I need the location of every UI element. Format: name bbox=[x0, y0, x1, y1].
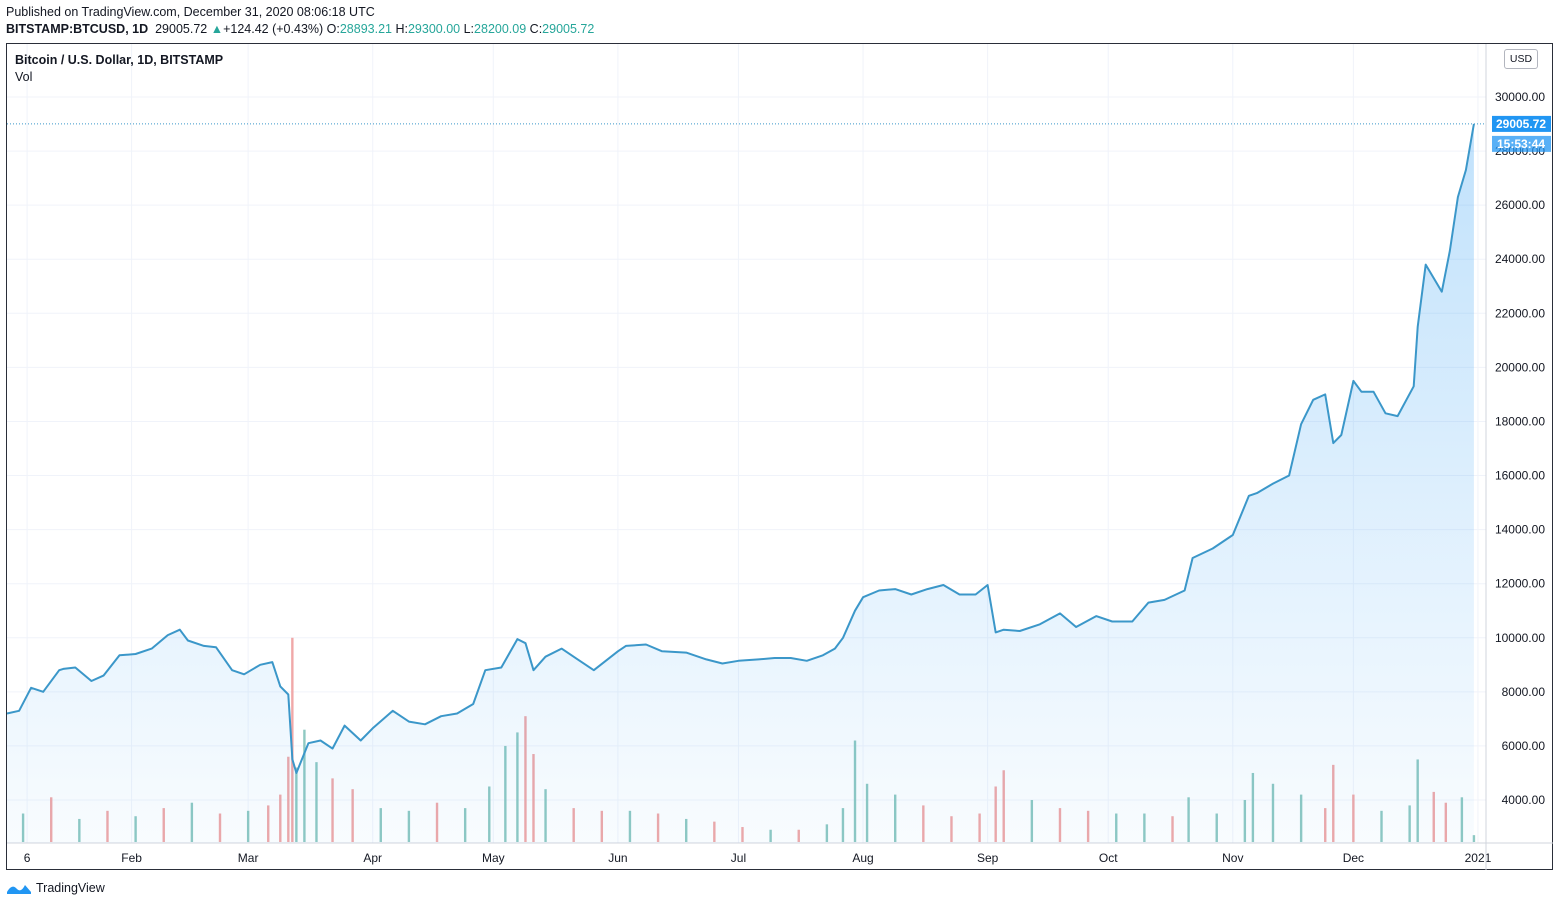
close-label: C: bbox=[529, 22, 543, 36]
volume-bar bbox=[1472, 835, 1476, 842]
countdown-badge bbox=[1492, 135, 1551, 152]
footer-brand-label: TradingView bbox=[36, 881, 105, 895]
price-line[interactable] bbox=[6, 123, 1475, 774]
low-value: 28200.09 bbox=[474, 22, 527, 36]
y-tick-label: 18000.00 bbox=[1495, 414, 1545, 428]
y-tick-label: 16000.00 bbox=[1495, 469, 1545, 483]
last-price-badge bbox=[1492, 115, 1551, 132]
open-value: 28893.21 bbox=[339, 22, 392, 36]
y-tick-label: 24000.00 bbox=[1495, 252, 1545, 266]
price-area bbox=[7, 123, 1474, 843]
symbol-label: BITSTAMP:BTCUSD, 1D bbox=[6, 22, 149, 36]
y-tick-label: 30000.00 bbox=[1495, 90, 1545, 104]
chart-frame bbox=[6, 43, 1553, 870]
y-tick-label: 20000.00 bbox=[1495, 360, 1545, 374]
footer-brand[interactable]: TradingView bbox=[6, 880, 105, 896]
x-tick-label: Apr bbox=[363, 851, 382, 865]
countdown-badge-label: 15:53:44 bbox=[1497, 137, 1545, 151]
y-tick-label: 12000.00 bbox=[1495, 577, 1545, 591]
y-tick-label: 8000.00 bbox=[1502, 685, 1546, 699]
y-tick-label: 4000.00 bbox=[1502, 793, 1546, 807]
x-tick-label: May bbox=[482, 851, 505, 865]
x-tick-label: 2021 bbox=[1465, 851, 1492, 865]
x-tick-label: Jun bbox=[608, 851, 627, 865]
change-up-icon: ▲ bbox=[210, 22, 224, 36]
open-label: O: bbox=[326, 22, 340, 36]
ohlc-bar: BITSTAMP:BTCUSD, 1D 29005.72 ▲+124.42 (+… bbox=[6, 22, 594, 36]
x-tick-label: Aug bbox=[852, 851, 873, 865]
tradingview-logo-icon bbox=[7, 885, 31, 894]
x-tick-label: Dec bbox=[1343, 851, 1364, 865]
price-change: +124.42 (+0.43%) bbox=[223, 22, 324, 36]
published-caption: Published on TradingView.com, December 3… bbox=[6, 5, 375, 19]
currency-button[interactable]: USD bbox=[1504, 49, 1538, 69]
chart-legend-title: Bitcoin / U.S. Dollar, 1D, BITSTAMP bbox=[15, 53, 224, 67]
volume-bar bbox=[291, 637, 294, 842]
volume-legend: Vol bbox=[15, 70, 33, 84]
x-tick-label: Sep bbox=[977, 851, 999, 865]
high-value: 29300.00 bbox=[407, 22, 461, 36]
y-tick-label: 6000.00 bbox=[1502, 739, 1546, 753]
y-tick-label: 10000.00 bbox=[1495, 631, 1545, 645]
last-price: 29005.72 bbox=[155, 22, 208, 36]
low-label: L: bbox=[463, 22, 475, 36]
high-label: H: bbox=[395, 22, 408, 36]
x-tick-label: Nov bbox=[1222, 851, 1243, 865]
y-tick-label: 26000.00 bbox=[1495, 198, 1545, 212]
x-tick-label: 6 bbox=[24, 851, 31, 865]
y-tick-label: 22000.00 bbox=[1495, 306, 1545, 320]
y-tick-label: 14000.00 bbox=[1495, 523, 1545, 537]
x-tick-label: Feb bbox=[121, 851, 142, 865]
last-price-badge-label: 29005.72 bbox=[1496, 117, 1546, 131]
close-value: 29005.72 bbox=[542, 22, 595, 36]
x-tick-label: Oct bbox=[1099, 851, 1118, 865]
x-tick-label: Jul bbox=[731, 851, 746, 865]
x-tick-label: Mar bbox=[238, 851, 259, 865]
